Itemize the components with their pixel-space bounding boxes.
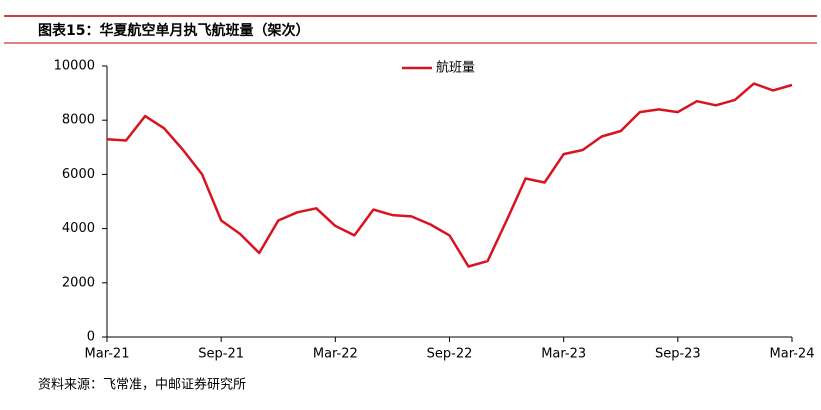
- x-tick-label: Mar-22: [313, 347, 358, 362]
- y-tick-label: 0: [87, 330, 95, 345]
- source-note: 资料来源：飞常准，中邮证券研究所: [38, 377, 246, 393]
- legend-label: 航班量: [436, 60, 475, 76]
- y-tick-label: 8000: [62, 113, 95, 128]
- y-tick-label: 10000: [54, 59, 95, 74]
- y-tick-label: 2000: [62, 275, 95, 290]
- line-series: [106, 82, 793, 268]
- y-tick-label: 6000: [62, 167, 95, 182]
- x-tick-label: Mar-24: [770, 347, 815, 362]
- chart-title: 图表15：华夏航空单月执飞航班量（架次）: [38, 22, 309, 39]
- x-tick-label: Mar-21: [85, 347, 130, 362]
- x-tick-label: Sep-22: [427, 347, 473, 362]
- x-tick-label: Sep-23: [655, 347, 701, 362]
- x-tick-label: Sep-21: [198, 347, 244, 362]
- x-tick-label: Mar-23: [541, 347, 586, 362]
- y-tick-label: 4000: [62, 221, 95, 236]
